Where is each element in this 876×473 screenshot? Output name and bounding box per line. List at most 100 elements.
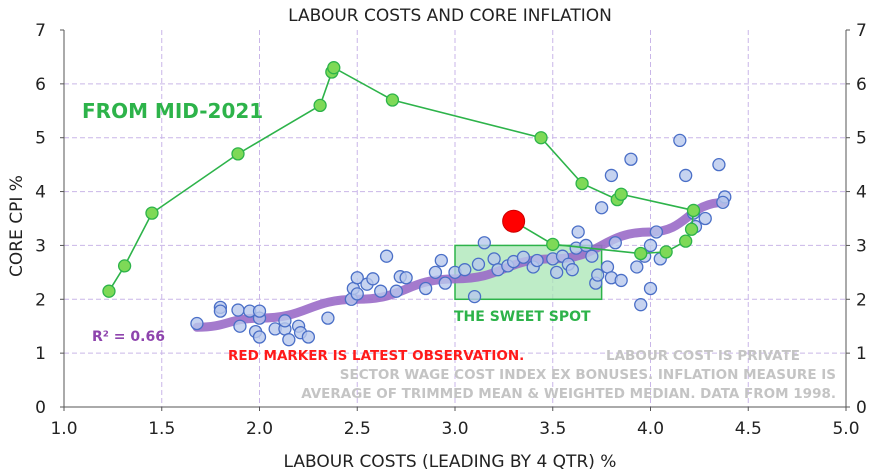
scatter-point bbox=[374, 284, 388, 298]
scatter-point bbox=[190, 316, 204, 331]
scatter-point bbox=[434, 253, 448, 268]
recent-series-point bbox=[534, 131, 548, 145]
recent-series-group bbox=[102, 61, 701, 298]
scatter-point bbox=[594, 201, 609, 215]
scatter-point bbox=[301, 330, 316, 344]
scatter-point bbox=[399, 271, 413, 285]
scatter-point bbox=[550, 265, 564, 280]
scatter-point bbox=[530, 253, 544, 268]
scatter-point bbox=[389, 284, 404, 298]
x-axis-label: LABOUR COSTS (LEADING BY 4 QTR) % bbox=[284, 452, 617, 472]
recent-series-point bbox=[659, 245, 673, 259]
from-mid-2021-label: FROM MID-2021 bbox=[82, 99, 263, 123]
x-tick-label: 5.0 bbox=[832, 419, 859, 439]
scatter-point bbox=[213, 304, 228, 318]
y-tick-label-right: 2 bbox=[856, 290, 867, 310]
y-tick-label-left: 7 bbox=[35, 21, 46, 41]
latest-observation-marker bbox=[502, 209, 526, 233]
recent-series-point bbox=[634, 246, 648, 261]
y-tick-label-right: 5 bbox=[856, 129, 867, 149]
y-tick-label-left: 1 bbox=[35, 344, 46, 364]
scatter-point bbox=[278, 314, 292, 328]
sweet-spot-label: THE SWEET SPOT bbox=[454, 309, 591, 325]
y-tick-label-right: 3 bbox=[856, 236, 867, 256]
scatter-point bbox=[477, 236, 491, 250]
y-tick-label-right: 7 bbox=[856, 21, 867, 41]
source-note-line-3: AVERAGE OF TRIMMED MEAN & WEIGHTED MEDIA… bbox=[301, 386, 836, 402]
recent-series-point bbox=[313, 98, 327, 113]
source-note-line-2: SECTOR WAGE COST INDEX EX BONUSES. INFLA… bbox=[340, 367, 836, 383]
x-tick-label: 4.5 bbox=[735, 419, 762, 439]
x-tick-label: 3.5 bbox=[539, 419, 566, 439]
scatter-point bbox=[716, 195, 730, 209]
recent-series-point bbox=[145, 206, 159, 220]
recent-series-point bbox=[385, 93, 400, 107]
scatter-point bbox=[571, 225, 585, 239]
axes-group: 1.0 1.5 2.0 2.5 3.0 3.5 4.0 4.5 5.00 01 12 23 34 45 56… bbox=[35, 21, 867, 439]
scatter-point bbox=[467, 289, 482, 304]
y-tick-label-left: 0 bbox=[35, 398, 46, 418]
scatter-point bbox=[579, 238, 593, 253]
x-tick-label: 4.0 bbox=[637, 419, 664, 439]
scatter-point bbox=[282, 333, 296, 347]
scatter-point bbox=[643, 238, 658, 253]
y-tick-label-right: 4 bbox=[856, 183, 867, 203]
y-tick-label-left: 3 bbox=[35, 236, 46, 256]
recent-series-point bbox=[546, 237, 560, 252]
scatter-point bbox=[649, 225, 664, 239]
y-tick-label-right: 6 bbox=[856, 75, 867, 95]
scatter-point bbox=[630, 260, 644, 274]
scatter-points-group bbox=[190, 133, 732, 347]
scatter-point bbox=[321, 311, 335, 325]
scatter-point bbox=[379, 249, 394, 263]
y-tick-label-left: 2 bbox=[35, 290, 46, 310]
y-tick-label-left: 5 bbox=[35, 129, 46, 149]
scatter-point bbox=[438, 276, 452, 290]
y-tick-label-right: 0 bbox=[856, 398, 867, 418]
recent-series-point bbox=[575, 176, 589, 191]
scatter-point bbox=[604, 168, 619, 183]
latest-marker-group bbox=[502, 209, 526, 233]
scatter-point bbox=[698, 211, 712, 226]
gridlines bbox=[64, 30, 846, 407]
x-tick-label: 3.0 bbox=[441, 419, 468, 439]
r-squared-label: R² = 0.66 bbox=[92, 329, 165, 345]
scatter-point bbox=[231, 303, 245, 317]
scatter-point bbox=[419, 281, 433, 296]
y-axis-label: CORE CPI % bbox=[7, 175, 27, 277]
scatter-point bbox=[428, 265, 443, 280]
x-tick-label: 1.5 bbox=[148, 419, 175, 439]
scatter-point bbox=[673, 133, 687, 148]
scatter-point bbox=[350, 287, 364, 301]
scatter-point bbox=[565, 263, 579, 277]
recent-series-point bbox=[684, 222, 699, 236]
x-tick-label: 1.0 bbox=[50, 419, 77, 439]
recent-series-point bbox=[102, 284, 116, 298]
source-note-line-1: LABOUR COST IS PRIVATE bbox=[606, 348, 800, 364]
recent-series-point bbox=[686, 203, 701, 218]
scatter-point bbox=[679, 168, 693, 183]
scatter-point bbox=[252, 304, 267, 318]
x-tick-label: 2.0 bbox=[246, 419, 273, 439]
scatter-point bbox=[634, 298, 648, 312]
scatter-point bbox=[614, 273, 628, 288]
recent-series-point bbox=[231, 147, 245, 161]
y-tick-label-left: 6 bbox=[35, 75, 46, 95]
scatter-point bbox=[458, 263, 472, 277]
scatter-point bbox=[471, 257, 486, 271]
scatter-point bbox=[233, 319, 247, 333]
scatter-point bbox=[608, 236, 622, 250]
chart-title: LABOUR COSTS AND CORE INFLATION bbox=[288, 6, 612, 26]
y-tick-label-left: 4 bbox=[35, 183, 46, 203]
recent-series-point bbox=[117, 259, 132, 273]
scatter-point bbox=[643, 281, 658, 296]
scatter-point bbox=[585, 249, 599, 263]
x-tick-label: 2.5 bbox=[344, 419, 371, 439]
recent-series-point bbox=[327, 61, 341, 75]
scatter-point bbox=[252, 330, 267, 344]
recent-series-point bbox=[614, 187, 628, 201]
scatter-point bbox=[591, 268, 605, 282]
scatter-point bbox=[350, 271, 364, 285]
scatter-point bbox=[624, 152, 638, 166]
